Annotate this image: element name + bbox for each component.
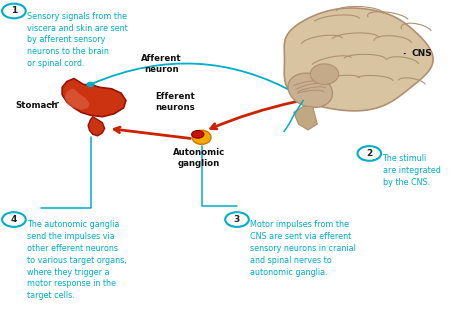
Polygon shape: [294, 106, 318, 130]
Polygon shape: [64, 89, 90, 110]
Circle shape: [2, 4, 26, 18]
Polygon shape: [284, 8, 433, 111]
Text: 1: 1: [11, 7, 17, 15]
Ellipse shape: [192, 130, 211, 144]
Text: Motor impulses from the
CNS are sent via efferent
sensory neurons in cranial
and: Motor impulses from the CNS are sent via…: [250, 220, 356, 277]
Text: Afferent
neuron: Afferent neuron: [141, 54, 182, 73]
Text: Sensory signals from the
viscera and skin are sent
by afferent sensory
neurons t: Sensory signals from the viscera and ski…: [27, 12, 128, 68]
Ellipse shape: [288, 73, 332, 107]
Circle shape: [191, 131, 204, 138]
Text: The autonomic ganglia
send the impulses via
other efferent neurons
to various ta: The autonomic ganglia send the impulses …: [27, 220, 126, 300]
Polygon shape: [88, 117, 105, 136]
Circle shape: [357, 146, 381, 161]
Text: 2: 2: [366, 149, 373, 158]
Text: Stomach: Stomach: [15, 101, 57, 110]
Text: Efferent
neurons: Efferent neurons: [155, 92, 195, 112]
Text: The stimuli
are integrated
by the CNS.: The stimuli are integrated by the CNS.: [383, 154, 440, 187]
Ellipse shape: [310, 64, 338, 84]
Text: 4: 4: [11, 215, 17, 224]
Text: CNS: CNS: [412, 49, 433, 58]
Circle shape: [87, 82, 94, 86]
Circle shape: [2, 212, 26, 227]
Text: Autonomic
ganglion: Autonomic ganglion: [173, 148, 225, 168]
Polygon shape: [62, 78, 126, 117]
Text: 3: 3: [234, 215, 240, 224]
Circle shape: [225, 212, 249, 227]
